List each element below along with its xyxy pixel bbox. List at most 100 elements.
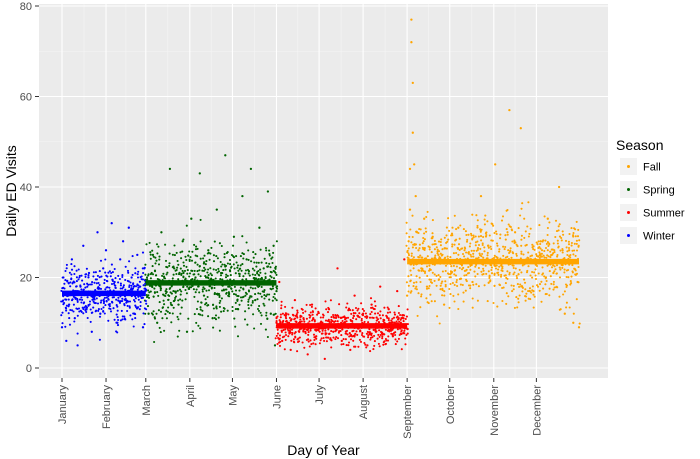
data-point: [474, 244, 477, 247]
data-point: [535, 253, 538, 256]
data-point: [502, 254, 505, 257]
data-point: [469, 253, 472, 256]
data-point: [182, 261, 185, 264]
data-point: [242, 257, 245, 260]
data-point: [449, 282, 452, 286]
data-point: [423, 247, 426, 250]
data-point: [520, 234, 523, 237]
data-point: [428, 264, 431, 267]
data-point: [313, 336, 316, 339]
data-point: [488, 234, 491, 237]
data-point: [345, 320, 348, 323]
data-point: [423, 271, 427, 275]
data-point: [127, 226, 130, 229]
data-point: [117, 296, 120, 299]
data-point: [532, 306, 535, 309]
data-point: [508, 108, 511, 112]
data-point: [260, 285, 263, 289]
data-point: [523, 217, 526, 220]
data-point: [100, 307, 103, 311]
data-point: [479, 230, 482, 233]
data-point: [378, 329, 381, 332]
data-point: [134, 317, 137, 320]
data-point: [370, 334, 373, 337]
data-point: [129, 314, 132, 317]
data-point: [462, 300, 465, 303]
data-point: [142, 271, 145, 275]
data-point: [330, 330, 333, 333]
data-point: [247, 270, 251, 273]
data-point: [251, 273, 254, 276]
data-point: [179, 312, 182, 315]
data-point: [307, 338, 310, 341]
data-point: [98, 270, 101, 273]
data-point: [369, 338, 372, 341]
data-point: [74, 296, 77, 299]
data-point: [304, 332, 307, 335]
data-point: [157, 245, 160, 248]
data-point: [301, 308, 304, 311]
data-point: [439, 252, 442, 255]
data-point: [324, 333, 327, 336]
data-point: [233, 267, 236, 270]
data-point: [553, 249, 556, 252]
x-tick-label: June: [271, 385, 283, 409]
data-point: [170, 292, 173, 295]
data-point: [397, 318, 400, 321]
data-point: [263, 294, 266, 297]
data-point: [116, 321, 119, 324]
data-point: [137, 286, 140, 289]
data-point: [255, 265, 258, 268]
data-point: [421, 256, 424, 259]
data-point: [147, 296, 151, 299]
data-point: [455, 281, 458, 284]
data-point: [530, 291, 533, 294]
data-point: [549, 250, 552, 253]
data-point: [102, 306, 105, 309]
data-point: [324, 300, 327, 303]
data-point: [158, 258, 161, 261]
data-point: [422, 236, 425, 240]
data-point: [99, 287, 103, 290]
data-point: [419, 228, 422, 231]
data-point: [272, 277, 276, 280]
data-point: [268, 249, 271, 252]
data-point: [193, 243, 196, 246]
data-point: [224, 154, 227, 157]
data-point: [279, 320, 282, 323]
data-point: [156, 252, 159, 255]
data-point: [199, 308, 202, 311]
data-point: [264, 246, 268, 250]
data-point: [577, 228, 580, 231]
data-point: [218, 305, 221, 308]
data-point: [103, 312, 106, 315]
data-point: [428, 284, 431, 288]
data-point: [498, 250, 501, 253]
x-tick-label: April: [185, 385, 197, 407]
data-point: [219, 260, 222, 264]
data-point: [82, 312, 85, 315]
data-point: [182, 272, 185, 275]
data-point: [487, 270, 490, 273]
data-point: [403, 258, 406, 261]
data-point: [225, 291, 228, 294]
data-point: [121, 300, 124, 303]
data-point: [546, 249, 549, 252]
data-point: [397, 305, 400, 308]
data-point: [263, 304, 266, 307]
data-point: [160, 231, 163, 234]
data-point: [509, 225, 512, 229]
data-point: [201, 288, 204, 291]
data-point: [553, 286, 556, 289]
data-point: [477, 243, 481, 247]
data-point: [536, 284, 539, 287]
data-point: [370, 310, 373, 314]
data-point: [561, 266, 564, 269]
data-point: [314, 343, 317, 346]
data-point: [504, 234, 507, 237]
data-point: [263, 257, 266, 260]
data-point: [520, 244, 523, 247]
data-point: [152, 310, 155, 313]
data-point: [141, 251, 145, 254]
data-point: [103, 296, 106, 299]
